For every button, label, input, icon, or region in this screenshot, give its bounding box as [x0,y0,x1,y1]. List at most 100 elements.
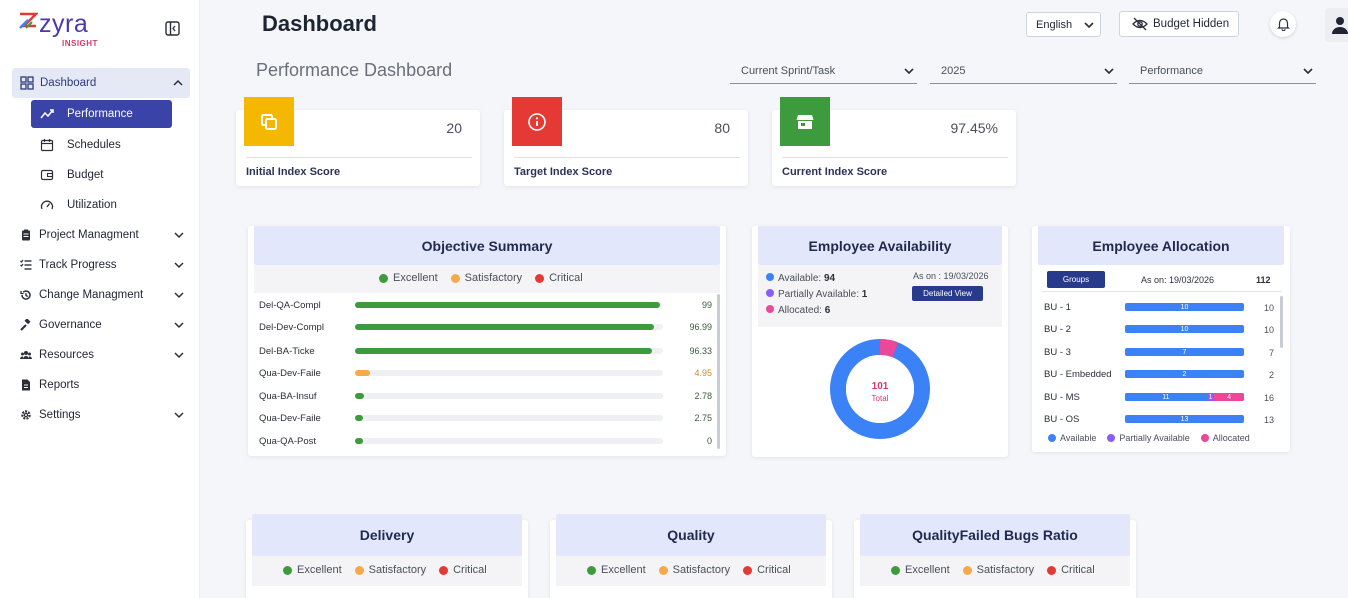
donut-total-label: Total [871,394,889,403]
info-icon [512,97,562,146]
kpi-label: Target Index Score [514,166,613,178]
objective-scrollbar[interactable] [717,294,720,449]
availability-list: Available: 94 Partially Available: 1 All… [766,271,867,319]
objective-progress-track [355,348,663,354]
kpi-card-current: 97.45% Current Index Score [772,97,1016,186]
available-label: Available: [778,273,822,284]
legend-excellent: Excellent [379,272,438,284]
metric-filter-select[interactable]: Performance [1129,58,1316,84]
sidebar-item-settings[interactable]: Settings [0,400,200,430]
sidebar-subitem-schedules[interactable]: Schedules [0,130,200,160]
red-dot-icon [1047,565,1057,575]
filter-value: Current Sprint/Task [741,64,836,77]
budget-button-label: Budget Hidden [1153,18,1230,30]
legend-critical: Critical [535,272,583,284]
available-count: 94 [823,273,836,284]
allocation-segment-available: 10 [1125,325,1244,333]
chevron-down-icon[interactable] [174,230,184,240]
objective-progress-track [355,393,663,399]
allocation-legend: Available Partially Available Allocated [1048,433,1250,443]
allocation-row-label: BU - Embedded [1044,369,1112,380]
allocated-label: Allocated: [778,305,822,316]
chevron-down-icon[interactable] [174,290,184,300]
allocation-stacked-bar: 2 [1125,370,1244,378]
calendar-icon [40,138,54,152]
red-dot-icon [439,565,449,575]
allocation-stacked-bar: 13 [1125,415,1244,423]
user-avatar-icon[interactable] [1325,8,1348,42]
legend-critical: Critical [1047,564,1095,576]
allocation-title: Employee Allocation [1038,226,1284,265]
chevron-down-icon[interactable] [174,350,184,360]
language-select[interactable]: English [1026,12,1101,37]
collapse-sidebar-icon[interactable] [165,21,180,36]
sidebar-item-project-managment[interactable]: Project Managment [0,220,200,250]
notification-bell-icon[interactable] [1270,11,1296,37]
sidebar-item-dashboard[interactable]: Dashboard [12,68,190,98]
sidebar-item-resources[interactable]: Resources [0,340,200,370]
copy-icon [244,97,294,146]
chevron-down-icon[interactable] [174,410,184,420]
sidebar-subitem-label: Schedules [67,139,121,151]
legend-label: Critical [549,272,583,284]
trend-icon [40,107,54,121]
sidebar-subitem-utilization[interactable]: Utilization [0,190,200,220]
legend-satisfactory: Satisfactory [450,272,522,284]
sidebar-item-track-progress[interactable]: Track Progress [0,250,200,280]
year-filter-select[interactable]: 2025 [930,58,1117,84]
chevron-down-icon[interactable] [174,320,184,330]
delivery-legend: Excellent Satisfactory Critical [283,564,500,576]
sidebar-subitem-label: Performance [67,108,133,120]
allocation-row-total: 2 [1268,370,1274,380]
legend-label: Available [1060,433,1097,443]
sidebar: zyra INSIGHT Dashboard Performance Sched… [0,0,200,598]
allocation-segment-available: 10 [1125,303,1244,311]
sidebar-subitem-budget[interactable]: Budget [0,160,200,190]
sidebar-item-label: Project Managment [39,229,139,241]
allocation-row-label: BU - 3 [1044,347,1071,358]
legend-label: Partially Available [1119,433,1190,443]
allocation-scrollbar[interactable] [1280,296,1283,348]
sidebar-subitem-performance[interactable]: Performance [31,100,172,128]
allocation-row-label: BU - OS [1044,414,1080,425]
green-dot-icon [283,565,292,575]
filter-value: 2025 [941,64,966,77]
document-icon [19,378,33,392]
objective-row-value: 96.99 [689,322,712,332]
objective-progress-fill [355,324,654,330]
sidebar-item-governance[interactable]: Governance [0,310,200,340]
orange-dot-icon [450,273,460,283]
legend-label: Critical [757,564,791,576]
detailed-view-button[interactable]: Detailed View [912,286,983,301]
chevron-up-icon[interactable] [173,78,183,88]
legend-label: Satisfactory [976,564,1035,576]
sidebar-subitem-label: Budget [67,169,104,181]
sidebar-item-label: Settings [39,409,81,421]
sidebar-item-label: Track Progress [39,259,117,271]
legend-excellent: Excellent [283,564,342,576]
sprint-filter-select[interactable]: Current Sprint/Task [730,58,917,84]
legend-label: Allocated [1212,433,1250,443]
objective-row-label: Del-Dev-Compl [259,321,324,333]
objective-row-value: 0 [706,436,712,446]
chevron-down-icon [1104,66,1114,79]
allocation-row-total: 10 [1263,303,1274,313]
objective-row-label: Qua-Dev-Faile [259,367,321,379]
budget-hidden-button[interactable]: Budget Hidden [1119,11,1239,37]
green-dot-icon [891,565,900,575]
sidebar-item-change-managment[interactable]: Change Managment [0,280,200,310]
zyra-logo[interactable]: zyra INSIGHT [18,12,97,48]
legend-label: Excellent [905,564,950,576]
allocation-stacked-bar: 7 [1125,348,1244,356]
quality-title: Quality [556,514,826,556]
legend-label: Satisfactory [672,564,731,576]
allocation-as-on: As on: 19/03/2026 [1141,275,1215,285]
partial-label: Partially Available: [778,289,859,300]
sidebar-item-reports[interactable]: Reports [0,370,200,400]
sidebar-item-label: Resources [39,349,94,361]
groups-button[interactable]: Groups [1047,271,1105,288]
gauge-icon [40,198,54,212]
chevron-down-icon[interactable] [174,260,184,270]
zyra-logo-mark-icon [18,12,40,35]
allocation-segment-available: 7 [1125,348,1244,356]
